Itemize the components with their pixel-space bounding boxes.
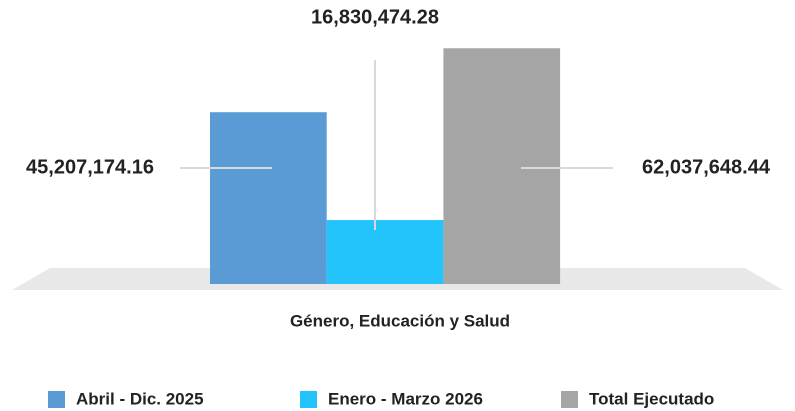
data-label: 62,037,648.44 — [642, 156, 771, 178]
legend-label: Total Ejecutado — [589, 389, 714, 408]
legend-label: Enero - Marzo 2026 — [328, 389, 483, 408]
bar — [443, 48, 561, 285]
x-tick-label: Género, Educación y Salud — [290, 311, 510, 330]
bar — [210, 112, 327, 284]
legend-label: Abril - Dic. 2025 — [76, 389, 204, 408]
bar — [326, 220, 444, 284]
legend-swatch — [48, 391, 65, 408]
data-label: 16,830,474.28 — [311, 6, 439, 28]
legend-swatch — [561, 391, 578, 408]
legend-swatch — [300, 391, 317, 408]
data-label: 45,207,174.16 — [26, 156, 154, 178]
